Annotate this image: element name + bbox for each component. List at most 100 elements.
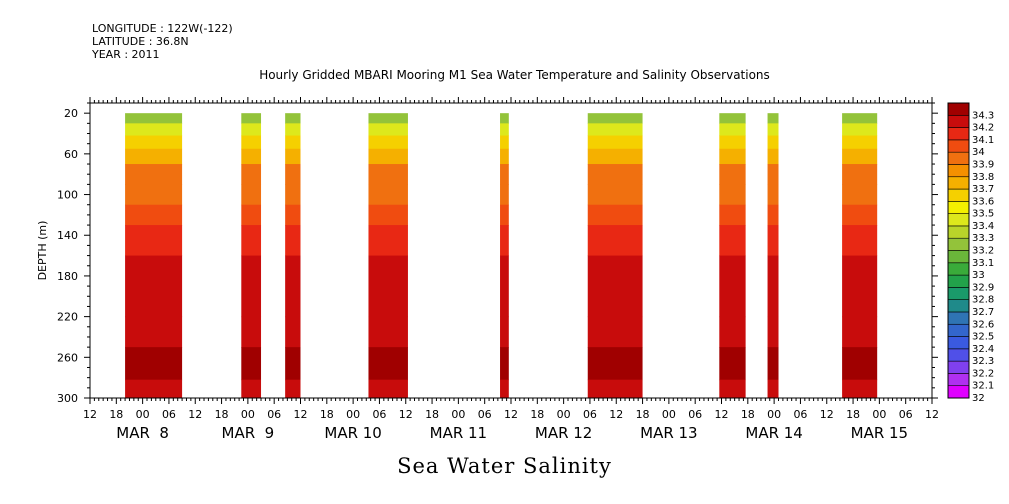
y-tick-label: 20 bbox=[64, 107, 78, 120]
colorbar: 3232.132.232.332.432.532.632.732.832.933… bbox=[947, 102, 994, 404]
data-segment bbox=[719, 113, 746, 399]
salinity-band bbox=[125, 225, 183, 257]
salinity-band bbox=[587, 123, 643, 137]
y-tick-label: 180 bbox=[57, 270, 78, 283]
colorbar-swatch bbox=[947, 151, 970, 165]
salinity-band bbox=[500, 204, 509, 226]
x-hour-label: 06 bbox=[162, 408, 176, 421]
colorbar-swatch bbox=[947, 213, 970, 227]
plot-area bbox=[89, 102, 933, 399]
colorbar-swatch bbox=[947, 299, 970, 313]
data-segment bbox=[842, 113, 878, 399]
year-label: YEAR : 2011 bbox=[92, 48, 160, 61]
salinity-band bbox=[719, 184, 746, 206]
y-tick-label: 100 bbox=[57, 189, 78, 202]
x-hour-label: 00 bbox=[767, 408, 781, 421]
salinity-band bbox=[842, 347, 878, 381]
x-day-label: MAR 13 bbox=[640, 424, 697, 442]
x-hour-label: 00 bbox=[872, 408, 886, 421]
salinity-band bbox=[842, 316, 878, 348]
colorbar-swatch bbox=[947, 164, 970, 178]
salinity-band bbox=[125, 184, 183, 206]
salinity-band bbox=[842, 184, 878, 206]
plot-frame bbox=[89, 102, 933, 399]
salinity-band bbox=[719, 204, 746, 226]
salinity-band bbox=[368, 135, 408, 150]
colorbar-label: 33.7 bbox=[972, 184, 994, 195]
salinity-band bbox=[587, 135, 643, 150]
data-segment bbox=[125, 113, 183, 399]
salinity-band bbox=[587, 379, 643, 399]
salinity-band bbox=[241, 316, 262, 348]
colorbar-label: 34 bbox=[972, 147, 985, 158]
colorbar-swatch bbox=[947, 287, 970, 300]
salinity-band bbox=[125, 113, 183, 124]
colorbar-label: 32.9 bbox=[972, 282, 994, 293]
data-segment bbox=[500, 113, 509, 399]
salinity-band bbox=[500, 164, 509, 185]
colorbar-label: 33.2 bbox=[972, 246, 994, 257]
x-hour-label: 18 bbox=[320, 408, 334, 421]
salinity-band bbox=[587, 113, 643, 124]
salinity-band bbox=[285, 225, 301, 257]
salinity-band bbox=[767, 148, 779, 165]
colorbar-label: 32.8 bbox=[972, 295, 994, 306]
salinity-band bbox=[767, 184, 779, 206]
x-day-label: MAR 9 bbox=[222, 424, 275, 442]
salinity-band bbox=[842, 123, 878, 137]
salinity-band bbox=[500, 379, 509, 399]
chart-title: Hourly Gridded MBARI Mooring M1 Sea Wate… bbox=[259, 68, 770, 82]
x-hour-label: 00 bbox=[662, 408, 676, 421]
x-hour-label: 00 bbox=[451, 408, 465, 421]
salinity-band bbox=[500, 135, 509, 150]
salinity-band bbox=[241, 255, 262, 318]
salinity-band bbox=[368, 123, 408, 137]
longitude-label: LONGITUDE : 122W(-122) bbox=[92, 22, 233, 35]
data-segment bbox=[241, 113, 262, 399]
colorbar-label: 32.2 bbox=[972, 368, 994, 379]
salinity-band bbox=[125, 379, 183, 399]
colorbar-swatch bbox=[947, 274, 970, 288]
salinity-band bbox=[500, 148, 509, 165]
x-hour-label: 06 bbox=[583, 408, 597, 421]
salinity-band bbox=[241, 164, 262, 185]
salinity-band bbox=[587, 184, 643, 206]
salinity-band bbox=[767, 113, 779, 124]
salinity-band bbox=[285, 347, 301, 381]
salinity-band bbox=[719, 316, 746, 348]
salinity-band bbox=[368, 204, 408, 226]
salinity-band bbox=[241, 204, 262, 226]
salinity-band bbox=[368, 184, 408, 206]
salinity-band bbox=[842, 113, 878, 124]
salinity-band bbox=[368, 225, 408, 257]
salinity-band bbox=[368, 316, 408, 348]
salinity-band bbox=[285, 148, 301, 165]
colorbar-label: 34.3 bbox=[972, 110, 994, 121]
latitude-label: LATITUDE : 36.8N bbox=[92, 35, 189, 48]
salinity-band bbox=[767, 225, 779, 257]
x-hour-label: 00 bbox=[241, 408, 255, 421]
salinity-band bbox=[241, 184, 262, 206]
colorbar-swatch bbox=[947, 360, 970, 374]
x-hour-label: 18 bbox=[530, 408, 544, 421]
colorbar-label: 33.6 bbox=[972, 196, 994, 207]
salinity-band bbox=[587, 148, 643, 165]
x-hour-label: 06 bbox=[793, 408, 807, 421]
metadata-block: LONGITUDE : 122W(-122) LATITUDE : 36.8N … bbox=[92, 22, 233, 61]
salinity-band bbox=[285, 255, 301, 318]
x-hour-label: 18 bbox=[109, 408, 123, 421]
salinity-band bbox=[587, 225, 643, 257]
salinity-band bbox=[241, 225, 262, 257]
colorbar-label: 33 bbox=[972, 270, 985, 281]
y-axis: 20 60 100 140 180 220 260 300 DEPTH (m) bbox=[36, 102, 938, 405]
x-hour-label: 06 bbox=[688, 408, 702, 421]
salinity-band bbox=[285, 164, 301, 185]
salinity-band bbox=[241, 347, 262, 381]
colorbar-label: 32.4 bbox=[972, 344, 994, 355]
salinity-band bbox=[842, 225, 878, 257]
salinity-band bbox=[500, 347, 509, 381]
salinity-band bbox=[500, 255, 509, 318]
y-tick-label: 140 bbox=[57, 229, 78, 242]
salinity-band bbox=[125, 204, 183, 226]
salinity-band bbox=[767, 135, 779, 150]
